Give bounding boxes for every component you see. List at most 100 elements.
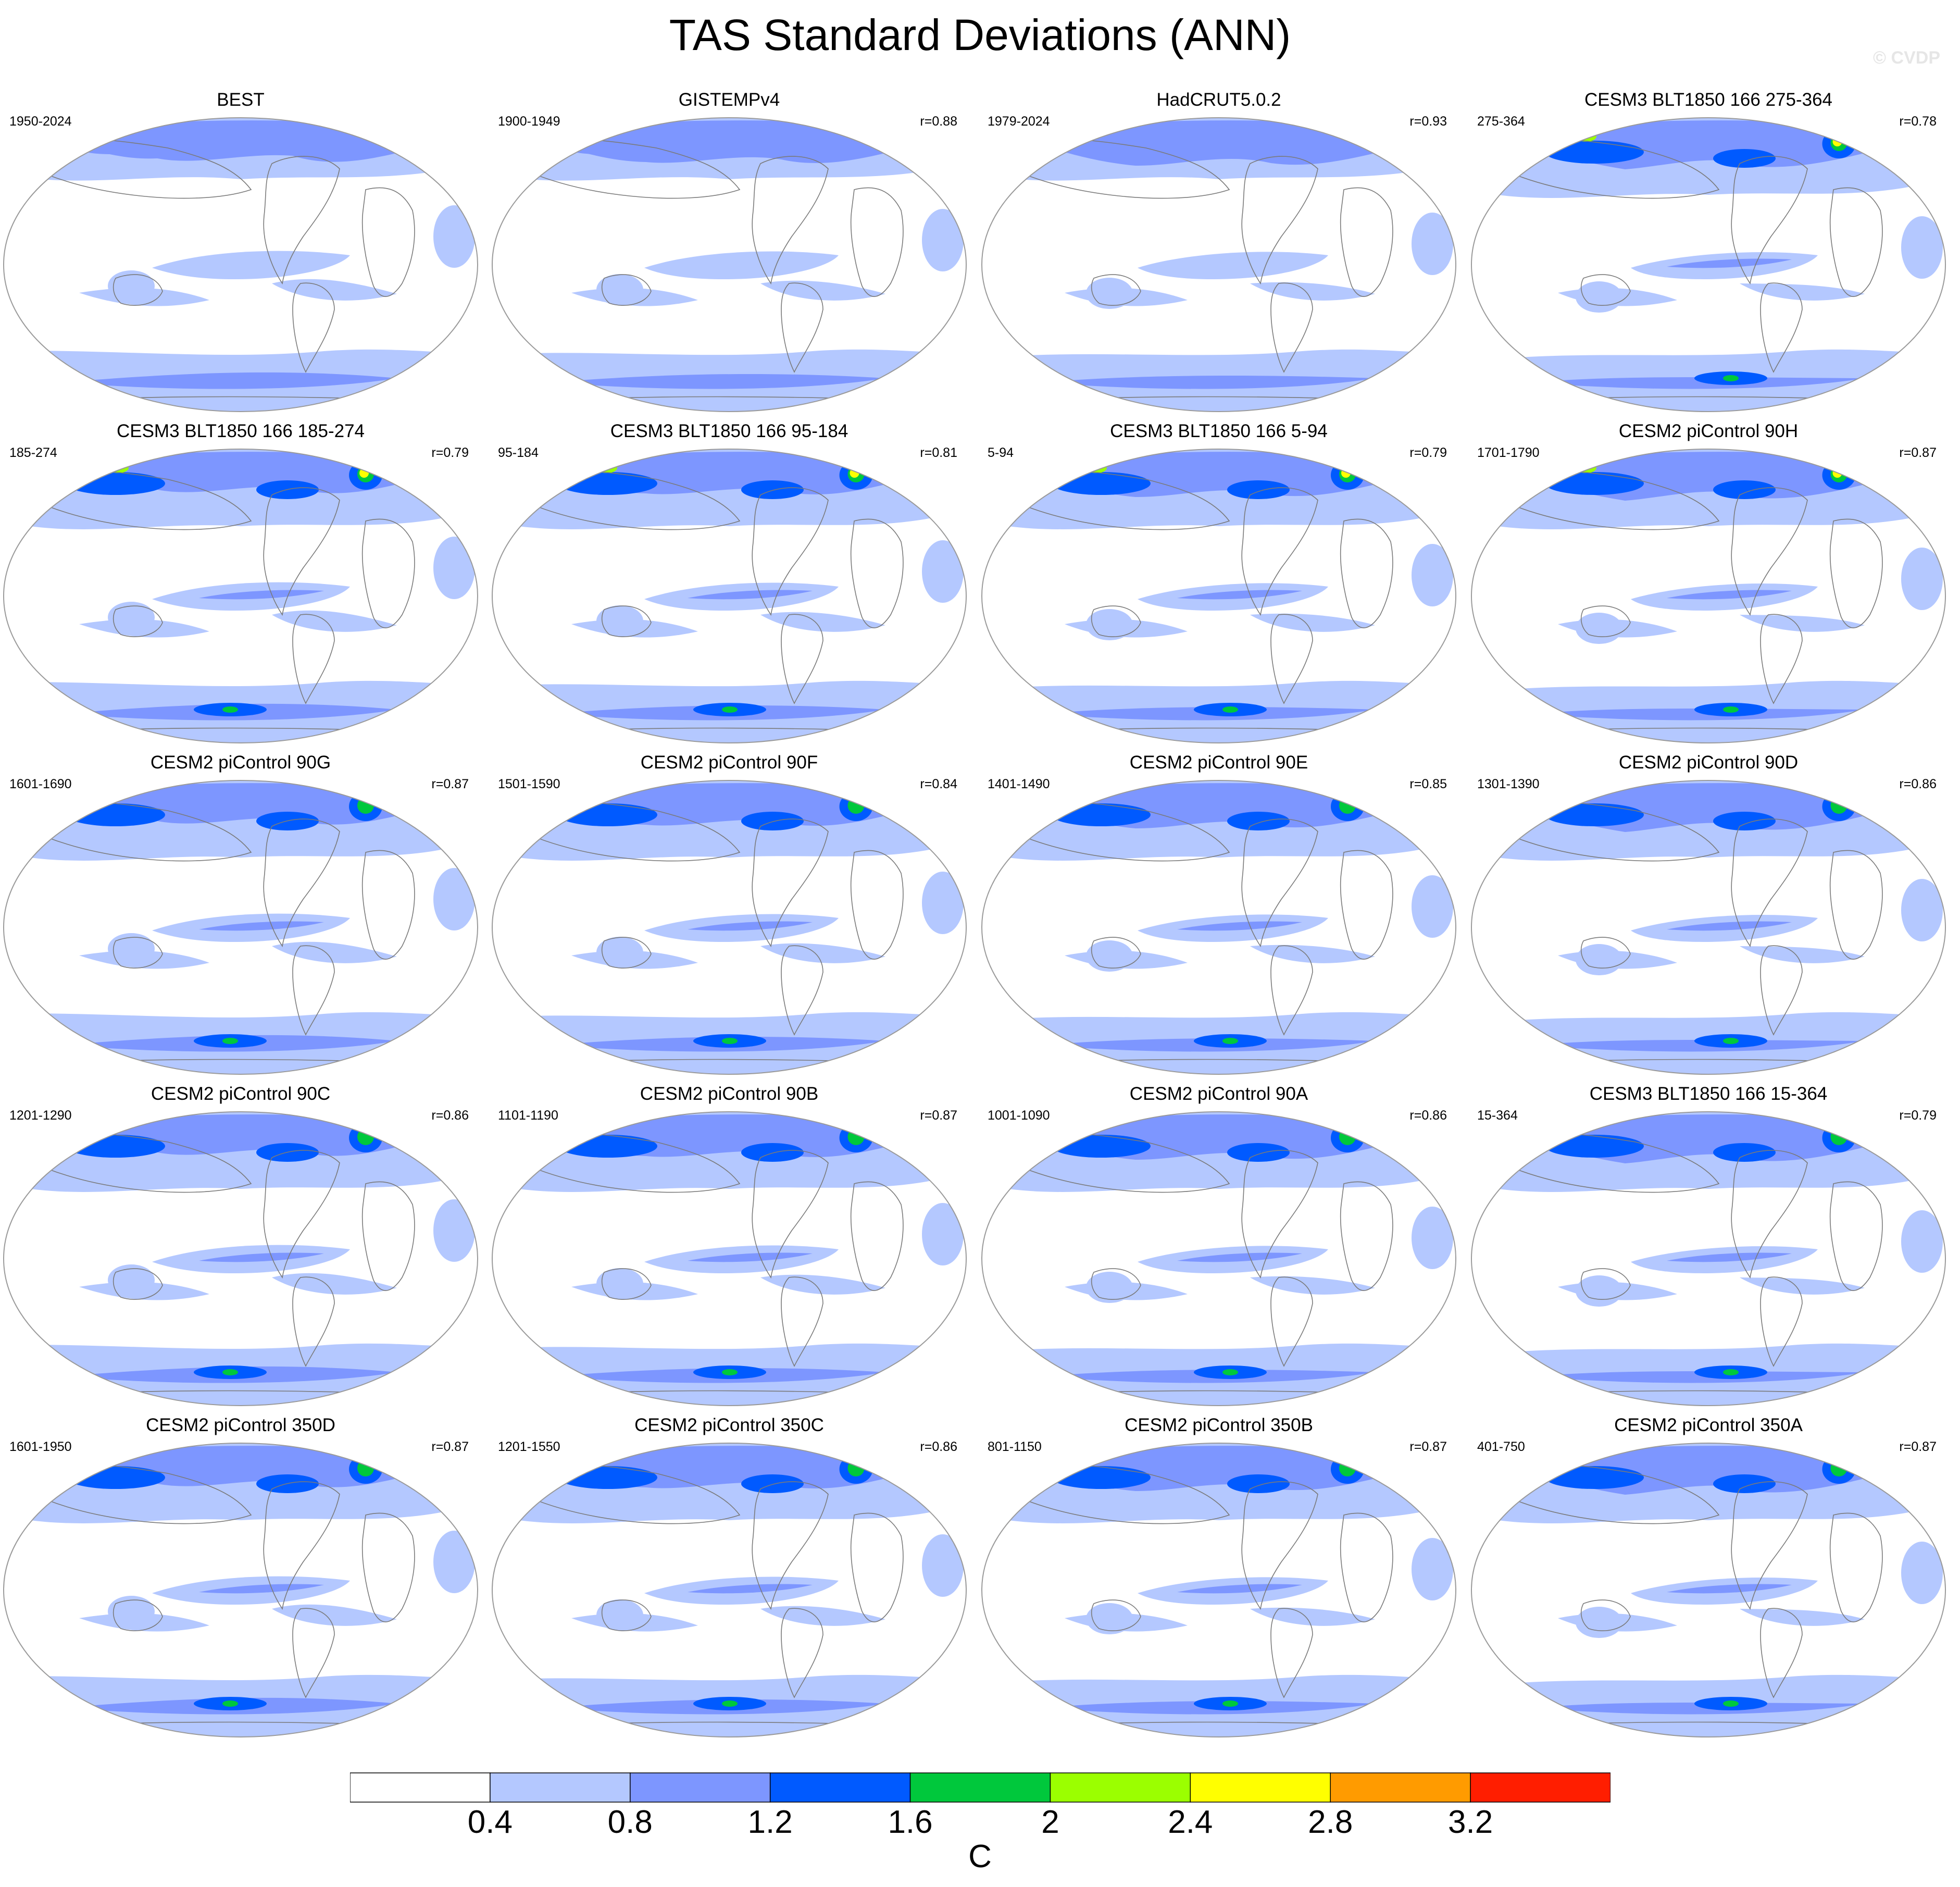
coastline	[361, 518, 415, 628]
coastline	[1091, 605, 1141, 637]
antarctic-core	[1222, 1700, 1238, 1707]
siberia-maximum	[66, 1466, 165, 1489]
colorbar	[350, 1772, 1611, 1803]
australia-patch	[1086, 1603, 1133, 1634]
coastline	[1580, 1599, 1631, 1631]
barents-core	[1339, 1128, 1356, 1145]
north-america-maximum	[1227, 812, 1290, 830]
globe-outline	[3, 117, 478, 412]
south-atlantic-band	[272, 279, 397, 301]
antarctic-core	[1723, 1369, 1739, 1375]
barents-core	[357, 797, 374, 814]
coastline	[850, 1512, 904, 1622]
coastline	[1091, 937, 1141, 969]
indian-ocean-patch	[1901, 1210, 1943, 1273]
south-atlantic-band	[1740, 1609, 1865, 1626]
coastline	[1340, 850, 1393, 960]
coastline	[1760, 282, 1803, 373]
coastline	[1340, 1181, 1393, 1291]
antarctic-core	[222, 706, 238, 713]
indian-ocean-patch	[433, 1531, 475, 1593]
colorbar-swatch	[490, 1772, 631, 1803]
coastline	[263, 1150, 340, 1279]
world-map	[1471, 1111, 1946, 1406]
world-map	[3, 117, 478, 412]
panel-pattern-correlation: r=0.87	[431, 777, 469, 791]
coastline	[292, 1608, 335, 1698]
panel-years: 401-750	[1477, 1439, 1525, 1454]
map-panel: CESM2 piControl 90G 1601-1690 r=0.87	[1, 752, 480, 1081]
panel-years: 1900-1949	[498, 114, 560, 129]
coastline	[1731, 1150, 1808, 1279]
south-atlantic-band	[760, 280, 885, 301]
antarctic-high-variability	[1531, 1371, 1865, 1383]
globe-outline	[981, 780, 1456, 1075]
world-map	[1471, 780, 1946, 1075]
coastline	[1270, 945, 1313, 1036]
enso-tongue	[1138, 252, 1328, 279]
panel-title: CESM2 piControl 350D	[146, 1415, 335, 1435]
panel-years: 1501-1590	[498, 777, 560, 791]
antarctic-high-variability	[64, 372, 397, 389]
map-panel: CESM3 BLT1850 166 275-364 275-364 r=0.78	[1469, 90, 1948, 418]
panel-pattern-correlation: r=0.86	[920, 1439, 957, 1454]
colorbar-tick-label: 3.2	[1448, 1804, 1493, 1840]
australia-patch	[1086, 1272, 1133, 1303]
coastline	[292, 614, 335, 704]
enso-core	[1667, 1252, 1792, 1262]
map-panel: HadCRUT5.0.2 1979-2024 r=0.93	[979, 90, 1458, 418]
watermark: © CVDP	[1873, 48, 1940, 68]
north-america-maximum	[741, 480, 804, 499]
map-panel: BEST 1950-2024	[1, 90, 480, 418]
coastline	[263, 156, 340, 285]
panel-title: CESM2 piControl 90A	[1129, 1084, 1308, 1104]
australia-patch	[596, 274, 643, 305]
world-map	[981, 1443, 1456, 1737]
coastline	[1829, 1181, 1883, 1291]
siberia-maximum	[1545, 1466, 1644, 1489]
siberia-maximum	[66, 472, 165, 495]
coastline	[781, 1276, 823, 1367]
colorbar-tick-label: 0.4	[467, 1804, 513, 1840]
antarctic-core	[222, 1038, 238, 1044]
indian-ocean-patch	[1901, 548, 1943, 610]
australia-patch	[108, 602, 155, 633]
globe-outline	[492, 449, 967, 743]
map-panel: CESM2 piControl 350C 1201-1550 r=0.86	[490, 1415, 969, 1743]
indian-ocean-patch	[922, 1534, 964, 1597]
indian-ocean-patch	[1901, 216, 1943, 279]
enso-core	[1177, 1252, 1302, 1262]
coastline	[361, 1512, 415, 1622]
antarctic-high-variability	[1531, 1702, 1865, 1715]
globe-outline	[981, 117, 1456, 412]
coastline	[1731, 818, 1808, 948]
panel-pattern-correlation: r=0.78	[1899, 114, 1937, 129]
panel-pattern-correlation: r=0.85	[1409, 777, 1447, 791]
globe-outline	[981, 449, 1456, 743]
panel-title: CESM2 piControl 90B	[640, 1084, 819, 1104]
siberia-maximum	[66, 803, 165, 826]
enso-core	[688, 1584, 813, 1594]
world-map	[492, 117, 967, 412]
enso-core	[688, 921, 813, 931]
panel-title: CESM3 BLT1850 166 185-274	[116, 421, 365, 441]
north-america-maximum	[741, 1474, 804, 1493]
coastline	[1829, 850, 1883, 960]
north-america-maximum	[1713, 812, 1776, 830]
barents-core	[1339, 797, 1356, 814]
coastline	[361, 850, 415, 960]
coastline	[781, 1608, 823, 1698]
coastline	[113, 1268, 163, 1300]
world-map	[1471, 117, 1946, 412]
enso-core	[1667, 921, 1792, 931]
indian-ocean-patch	[1901, 1542, 1943, 1604]
antarctic-high-variability	[552, 374, 885, 389]
barents-core	[1830, 1128, 1847, 1145]
enso-tongue	[644, 251, 839, 279]
north-america-maximum	[1227, 1143, 1290, 1162]
coastline	[263, 1481, 340, 1610]
south-atlantic-band	[1740, 283, 1865, 301]
coastline	[113, 274, 163, 306]
indian-ocean-patch	[922, 209, 964, 271]
map-panel: CESM3 BLT1850 166 185-274 185-274 r=0.79	[1, 421, 480, 749]
